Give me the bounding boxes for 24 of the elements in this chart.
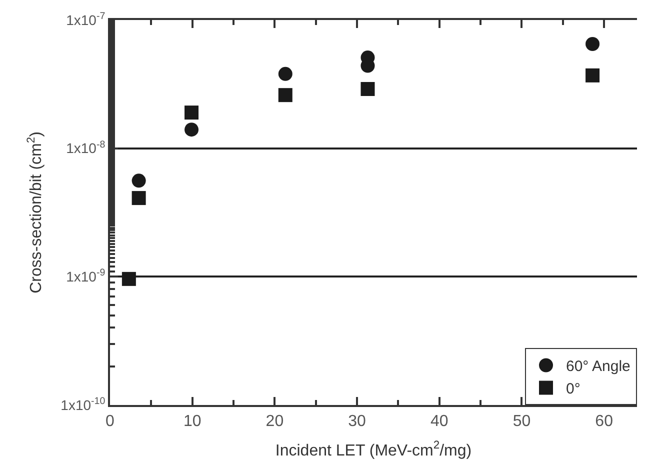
y-tick-label: 1x10$^{-7}$ xyxy=(66,11,106,28)
y-tick-label: 1x10$^{-9}$ xyxy=(66,268,106,285)
point xyxy=(586,68,600,82)
y-tick-label: 1x10$^{-10}$ xyxy=(60,396,106,413)
legend-label: 0° xyxy=(566,380,580,398)
legend-label: 60° Angle xyxy=(566,358,630,376)
x-tick-label: 0 xyxy=(106,413,115,430)
point xyxy=(132,174,146,188)
point xyxy=(278,66,292,81)
point xyxy=(278,88,292,102)
point xyxy=(184,122,199,137)
x-tick-label: 10 xyxy=(183,413,202,430)
x-tick-label: 20 xyxy=(266,413,284,430)
x-tick-label: 50 xyxy=(512,413,531,430)
x-tick-label: 60 xyxy=(595,413,614,430)
point xyxy=(122,272,136,286)
point xyxy=(132,191,146,206)
x-tick-label: 30 xyxy=(348,413,366,430)
x-tick-label: 40 xyxy=(430,413,448,430)
point xyxy=(360,82,375,96)
x-axis-title: Incident LET (MeV-cm$^{2}$/mg) xyxy=(275,440,472,460)
y-tick-label: 1x10$^{-8}$ xyxy=(66,139,106,156)
point xyxy=(184,106,199,120)
point xyxy=(586,37,600,52)
